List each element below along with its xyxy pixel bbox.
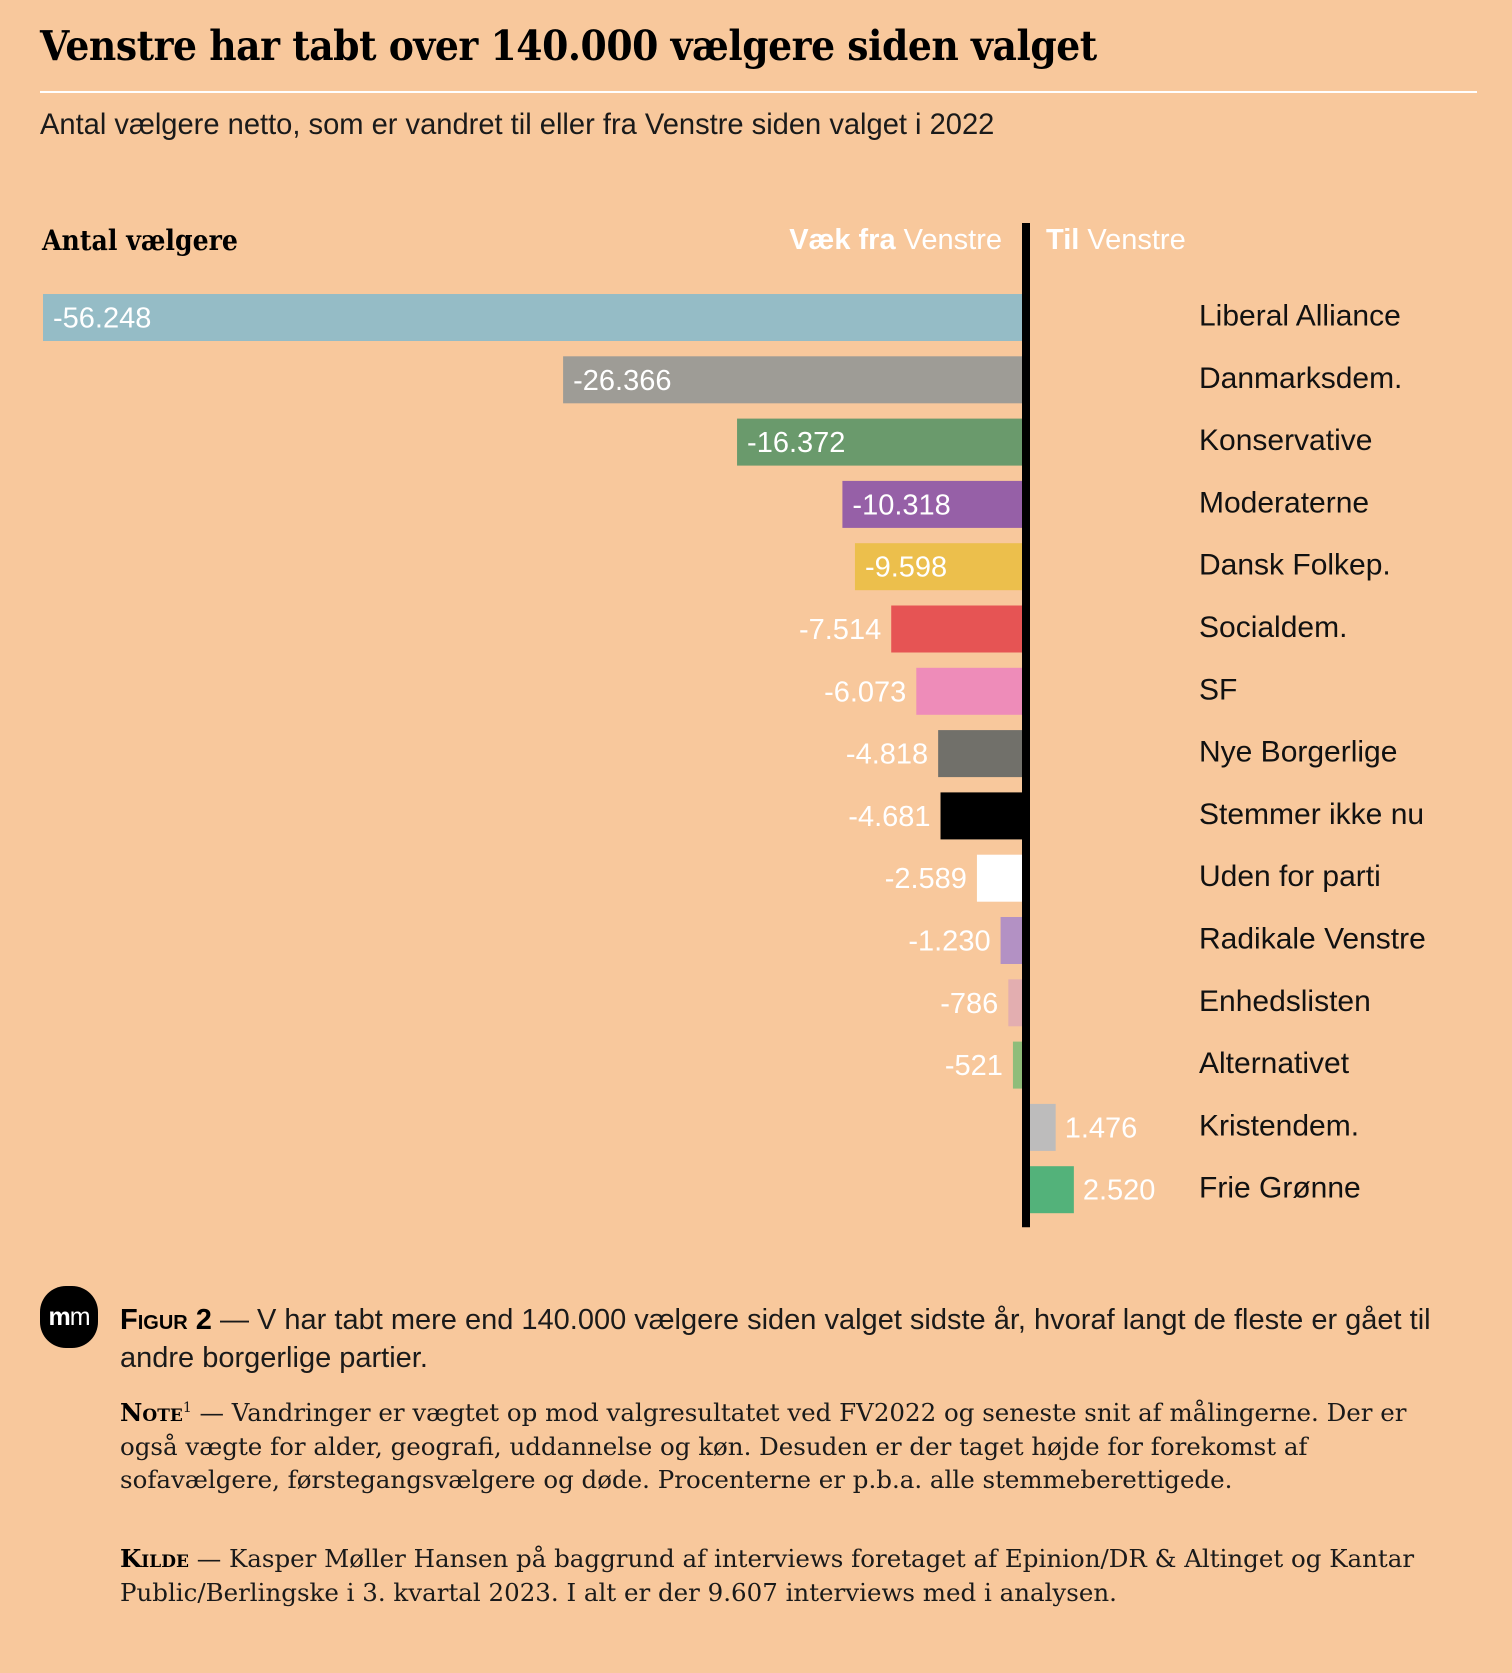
note-label: Note xyxy=(120,1398,183,1428)
figure-text: — V har tabt mere end 140.000 vælgere si… xyxy=(120,1304,1431,1374)
diverging-bar-chart: -56.248 Liberal Alliance -26.366 Danmarksde… xyxy=(43,223,1426,1228)
bar-value-label: -2.589 xyxy=(885,863,967,895)
category-label: SF xyxy=(1199,673,1237,706)
bar-value-label: -7.514 xyxy=(799,614,881,646)
bar-value-label: -16.372 xyxy=(747,427,845,459)
bar xyxy=(563,356,1022,404)
bar-value-label: -56.248 xyxy=(53,303,151,335)
bar-value-label: 2.520 xyxy=(1083,1175,1156,1207)
category-label: Alternativet xyxy=(1199,1047,1350,1080)
bar xyxy=(938,730,1022,778)
bar-value-label: -9.598 xyxy=(865,552,947,584)
source-text-block: Kilde — Kasper Møller Hansen på baggrund… xyxy=(120,1542,1460,1609)
bar xyxy=(43,294,1022,341)
logo-letter-light: m xyxy=(69,1302,91,1331)
bar-value-label: -26.366 xyxy=(573,365,671,397)
bar-value-label: -4.818 xyxy=(846,739,928,771)
note-text-block: Note1 — Vandringer er vægtet op mod valg… xyxy=(120,1392,1460,1497)
category-label: Liberal Alliance xyxy=(1199,300,1401,333)
y-axis-title: Antal vælgere xyxy=(42,224,238,257)
category-label: Danmarksdem. xyxy=(1199,362,1402,395)
note-superscript: 1 xyxy=(182,1400,192,1416)
direction-label-to-bold: Til xyxy=(1046,224,1080,256)
figure-label: Figur 2 xyxy=(120,1304,212,1336)
bar xyxy=(1012,1041,1022,1089)
bar-value-label: -4.681 xyxy=(848,801,930,833)
direction-label-away: Væk fra Venstre xyxy=(789,224,1002,257)
bar-value-label: -521 xyxy=(945,1050,1003,1082)
bar xyxy=(916,667,1022,715)
chart-subtitle: Antal vælgere netto, som er vandret til … xyxy=(40,108,995,141)
bar xyxy=(976,854,1022,902)
bar xyxy=(1030,1103,1056,1151)
direction-label-away-rest: Venstre xyxy=(895,224,1002,256)
bar xyxy=(891,605,1022,653)
category-label: Stemmer ikke nu xyxy=(1199,798,1424,831)
bar xyxy=(842,480,1022,528)
note-text: — Vandringer er vægtet op mod valgresult… xyxy=(120,1398,1407,1495)
bar-value-label: -10.318 xyxy=(852,489,950,521)
category-label: Konservative xyxy=(1199,424,1372,457)
category-label: Socialdem. xyxy=(1199,611,1347,644)
chart-title: Venstre har tabt over 140.000 vælgere si… xyxy=(40,22,1097,70)
figure-caption: Figur 2 — V har tabt mere end 140.000 væ… xyxy=(120,1301,1480,1377)
logo-letter-bold: m xyxy=(48,1302,70,1331)
bar xyxy=(737,418,1022,466)
bar xyxy=(1000,917,1022,964)
bar-value-label: -6.073 xyxy=(824,676,906,708)
bar xyxy=(940,792,1022,840)
source-label: Kilde xyxy=(120,1544,189,1573)
category-label: Frie Grønne xyxy=(1199,1172,1361,1205)
bar-value-label: -1.230 xyxy=(908,926,990,958)
direction-label-away-bold: Væk fra xyxy=(789,224,896,256)
bar xyxy=(854,543,1022,591)
category-label: Kristendem. xyxy=(1199,1109,1359,1142)
bar xyxy=(1008,979,1022,1027)
category-label: Moderaterne xyxy=(1199,486,1369,519)
title-divider xyxy=(40,91,1477,93)
bar-value-label: -786 xyxy=(940,988,998,1020)
category-label: Uden for parti xyxy=(1199,860,1381,893)
category-label: Enhedslisten xyxy=(1199,985,1371,1018)
bar-value-label: 1.476 xyxy=(1065,1112,1138,1144)
bars-group: -56.248 Liberal Alliance -26.366 Danmarksde… xyxy=(43,294,1426,1214)
category-label: Radikale Venstre xyxy=(1199,923,1426,956)
direction-label-to: Til Venstre xyxy=(1046,224,1186,257)
source-text: — Kasper Møller Hansen på baggrund af in… xyxy=(120,1544,1415,1607)
category-label: Nye Borgerlige xyxy=(1199,736,1397,769)
direction-label-to-rest: Venstre xyxy=(1079,224,1186,256)
bar xyxy=(1030,1166,1074,1214)
category-label: Dansk Folkep. xyxy=(1199,549,1391,582)
